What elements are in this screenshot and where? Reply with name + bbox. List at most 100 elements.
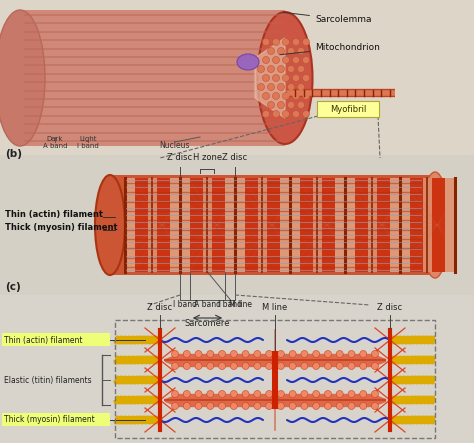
FancyBboxPatch shape [170, 178, 180, 272]
Circle shape [289, 403, 296, 409]
Text: Z disc: Z disc [167, 153, 192, 162]
Text: Z disc: Z disc [222, 153, 247, 162]
Circle shape [336, 403, 343, 409]
FancyBboxPatch shape [0, 155, 474, 295]
Ellipse shape [95, 175, 125, 275]
Circle shape [301, 350, 308, 358]
Circle shape [302, 110, 310, 117]
Circle shape [288, 101, 294, 109]
Circle shape [336, 362, 343, 369]
Circle shape [348, 350, 355, 358]
Text: (c): (c) [5, 282, 21, 292]
Circle shape [195, 403, 202, 409]
FancyBboxPatch shape [2, 413, 110, 426]
Circle shape [301, 390, 308, 397]
Circle shape [172, 350, 179, 358]
Circle shape [277, 350, 284, 358]
Circle shape [263, 39, 270, 46]
Circle shape [219, 350, 226, 358]
Circle shape [183, 362, 190, 369]
Circle shape [219, 362, 226, 369]
Circle shape [219, 403, 226, 409]
Ellipse shape [421, 172, 449, 278]
Circle shape [254, 403, 261, 409]
Circle shape [273, 93, 280, 100]
Circle shape [277, 47, 284, 54]
Circle shape [289, 390, 296, 397]
Circle shape [313, 403, 319, 409]
FancyBboxPatch shape [135, 178, 170, 272]
Text: Myofibril: Myofibril [330, 105, 366, 113]
Circle shape [254, 350, 261, 358]
Ellipse shape [237, 54, 259, 70]
FancyBboxPatch shape [225, 178, 235, 272]
Circle shape [219, 390, 226, 397]
Circle shape [288, 47, 294, 54]
Circle shape [298, 83, 304, 90]
Circle shape [195, 362, 202, 369]
Circle shape [292, 74, 300, 82]
Text: Z disc: Z disc [377, 303, 402, 312]
Circle shape [172, 390, 179, 397]
Circle shape [288, 66, 294, 73]
Circle shape [324, 390, 331, 397]
Circle shape [277, 390, 284, 397]
Circle shape [267, 83, 274, 90]
Circle shape [277, 362, 284, 369]
FancyBboxPatch shape [180, 178, 190, 272]
Text: H zone: H zone [193, 153, 222, 162]
Circle shape [267, 101, 274, 109]
Circle shape [265, 362, 273, 369]
Circle shape [372, 390, 379, 397]
Circle shape [207, 403, 214, 409]
Circle shape [242, 350, 249, 358]
Circle shape [360, 390, 367, 397]
Circle shape [324, 362, 331, 369]
FancyBboxPatch shape [367, 178, 377, 272]
Ellipse shape [0, 10, 45, 146]
Text: I band: I band [173, 300, 197, 309]
Circle shape [183, 390, 190, 397]
Text: I band: I band [218, 300, 242, 309]
FancyBboxPatch shape [0, 295, 474, 443]
Circle shape [265, 390, 273, 397]
FancyBboxPatch shape [312, 178, 322, 272]
Text: Thick (myosin) filament: Thick (myosin) filament [5, 223, 118, 232]
Circle shape [372, 362, 379, 369]
Text: M line: M line [263, 303, 288, 312]
FancyBboxPatch shape [2, 333, 110, 346]
FancyBboxPatch shape [147, 178, 157, 272]
Circle shape [230, 390, 237, 397]
FancyBboxPatch shape [445, 178, 455, 272]
Circle shape [360, 362, 367, 369]
Circle shape [277, 403, 284, 409]
Circle shape [289, 362, 296, 369]
Text: (b): (b) [5, 149, 22, 159]
FancyBboxPatch shape [110, 175, 435, 275]
Circle shape [283, 39, 290, 46]
FancyBboxPatch shape [0, 0, 474, 155]
Circle shape [254, 362, 261, 369]
Circle shape [172, 362, 179, 369]
Circle shape [313, 390, 319, 397]
Circle shape [302, 93, 310, 100]
Circle shape [283, 57, 290, 63]
Circle shape [257, 66, 264, 73]
Ellipse shape [257, 12, 312, 144]
FancyBboxPatch shape [422, 178, 432, 272]
Circle shape [336, 350, 343, 358]
FancyBboxPatch shape [190, 178, 225, 272]
Circle shape [283, 110, 290, 117]
Circle shape [301, 403, 308, 409]
Text: Thin (actin) filament: Thin (actin) filament [5, 210, 103, 219]
Circle shape [265, 350, 273, 358]
Circle shape [183, 403, 190, 409]
Circle shape [195, 350, 202, 358]
Circle shape [277, 66, 284, 73]
Circle shape [172, 403, 179, 409]
Circle shape [348, 390, 355, 397]
Circle shape [273, 110, 280, 117]
Circle shape [348, 362, 355, 369]
Circle shape [277, 83, 284, 90]
Text: Thin (actin) filament: Thin (actin) filament [4, 335, 82, 345]
